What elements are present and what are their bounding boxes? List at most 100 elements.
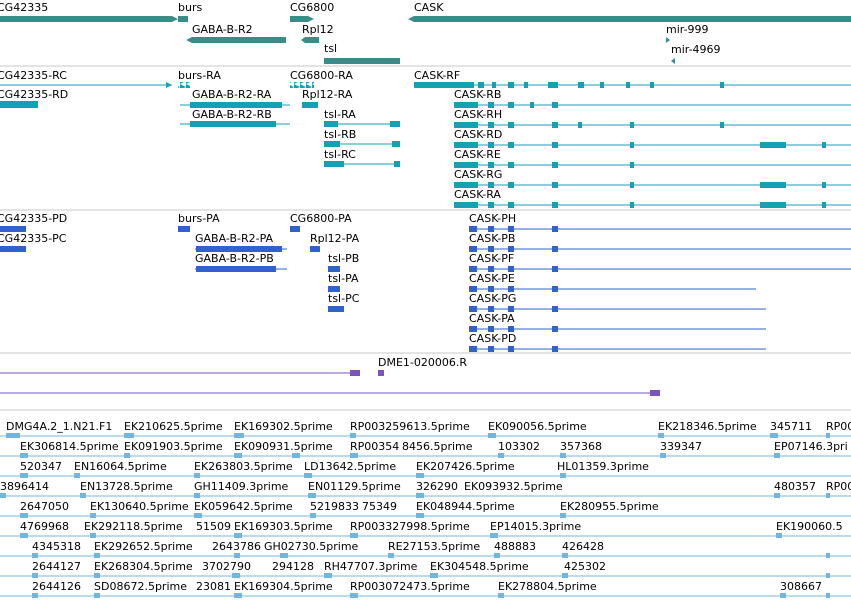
exon-block[interactable] bbox=[178, 82, 190, 88]
cdna-block[interactable] bbox=[378, 370, 384, 376]
est-label[interactable]: RP003072473.5prime bbox=[350, 580, 470, 593]
est-label[interactable]: 339347 bbox=[660, 440, 702, 453]
est-label[interactable]: 3702790 bbox=[202, 560, 251, 573]
est-label[interactable]: RP003327998.5prime bbox=[350, 520, 470, 533]
est-label[interactable]: RP003259613.5prime bbox=[350, 420, 470, 433]
gene-bar[interactable] bbox=[178, 16, 188, 22]
est-label[interactable]: EK280955.5prime bbox=[560, 500, 659, 513]
transcript-label[interactable]: tsl-RA bbox=[324, 108, 356, 121]
protein-label[interactable]: CASK-PH bbox=[469, 212, 516, 225]
est-label[interactable]: EK218346.5prime bbox=[658, 420, 757, 433]
gene-label[interactable]: CG6800 bbox=[290, 1, 334, 14]
est-label[interactable]: EK190060.5 bbox=[776, 520, 843, 533]
protein-features[interactable] bbox=[0, 226, 851, 352]
est-label[interactable]: EK090931.5prime bbox=[234, 440, 333, 453]
est-label[interactable]: 294128 bbox=[272, 560, 314, 573]
est-label[interactable]: HL01359.3prime bbox=[557, 460, 649, 473]
transcript-label[interactable]: GABA-B-R2-RA bbox=[192, 88, 272, 101]
est-label[interactable]: 51509 bbox=[196, 520, 231, 533]
est-label[interactable]: 326290 bbox=[416, 480, 458, 493]
est-label[interactable]: 425302 bbox=[564, 560, 606, 573]
est-label[interactable]: 8456.5prime bbox=[402, 440, 473, 453]
protein-label[interactable]: GABA-B-R2-PB bbox=[195, 252, 274, 265]
est-label[interactable]: 75349 bbox=[362, 500, 397, 513]
est-label[interactable]: EK263803.5prime bbox=[194, 460, 293, 473]
protein-label[interactable]: CASK-PA bbox=[469, 312, 515, 325]
cdna-label[interactable]: DME1-020006.R bbox=[378, 356, 467, 369]
est-label[interactable]: EP07146.3pri bbox=[774, 440, 848, 453]
est-label[interactable]: GH02730.5prime bbox=[264, 540, 359, 553]
est-label[interactable]: EK278804.5prime bbox=[498, 580, 597, 593]
gene-label[interactable]: tsl bbox=[324, 42, 337, 55]
est-label[interactable]: EP14015.3prime bbox=[490, 520, 581, 533]
est-label[interactable]: EN01129.5prime bbox=[308, 480, 401, 493]
gene-bar[interactable] bbox=[414, 16, 851, 22]
gene-label[interactable]: mir-999 bbox=[666, 23, 709, 36]
transcript-label[interactable]: CG42335-RD bbox=[0, 88, 68, 101]
est-label[interactable]: 3896414 bbox=[0, 480, 49, 493]
transcript-label[interactable]: CG6800-RA bbox=[290, 69, 353, 82]
transcript-label[interactable]: CASK-RA bbox=[454, 188, 501, 201]
est-label[interactable]: RP00 bbox=[826, 480, 851, 493]
protein-label[interactable]: tsl-PC bbox=[328, 292, 360, 305]
gene-label[interactable]: Rpl12 bbox=[302, 23, 334, 36]
est-label[interactable]: EK048944.5prime bbox=[416, 500, 515, 513]
est-label[interactable]: RH47707.3prime bbox=[324, 560, 418, 573]
est-label[interactable]: EK169302.5prime bbox=[234, 420, 333, 433]
gene-bar[interactable] bbox=[324, 58, 400, 64]
transcript-label[interactable]: CASK-RH bbox=[454, 108, 502, 121]
est-label[interactable]: EK268304.5prime bbox=[94, 560, 193, 573]
protein-label[interactable]: burs-PA bbox=[178, 212, 220, 225]
transcript-label[interactable]: CASK-RF bbox=[414, 69, 460, 82]
gene-bar[interactable] bbox=[0, 16, 172, 22]
protein-label[interactable]: GABA-B-R2-PA bbox=[195, 232, 274, 245]
gene-bar[interactable] bbox=[192, 37, 286, 43]
protein-label[interactable]: tsl-PA bbox=[328, 272, 359, 285]
est-label[interactable]: 480357 bbox=[774, 480, 816, 493]
est-label[interactable]: EK292652.5prime bbox=[94, 540, 193, 553]
transcript-label[interactable]: burs-RA bbox=[178, 69, 221, 82]
protein-label[interactable]: CASK-PG bbox=[469, 292, 516, 305]
est-label[interactable]: 2643786 bbox=[212, 540, 261, 553]
protein-label[interactable]: CG42335-PD bbox=[0, 212, 67, 225]
gene-label[interactable]: GABA-B-R2 bbox=[192, 23, 253, 36]
exon-block[interactable] bbox=[302, 102, 318, 108]
est-label[interactable]: 103302 bbox=[498, 440, 540, 453]
est-label[interactable]: EK059642.5prime bbox=[194, 500, 293, 513]
transcript-label[interactable]: tsl-RC bbox=[324, 148, 356, 161]
gene-label[interactable]: CG42335 bbox=[0, 1, 48, 14]
est-label[interactable]: LD13642.5prime bbox=[304, 460, 396, 473]
est-label[interactable]: EK207426.5prime bbox=[416, 460, 515, 473]
exon-block[interactable] bbox=[392, 141, 400, 147]
exon-block[interactable] bbox=[324, 161, 344, 167]
est-label[interactable]: 308667 bbox=[780, 580, 822, 593]
est-label[interactable]: 520347 bbox=[20, 460, 62, 473]
est-label[interactable]: 4769968 bbox=[20, 520, 69, 533]
exon-block[interactable] bbox=[414, 82, 474, 88]
est-label[interactable]: EK090056.5prime bbox=[488, 420, 587, 433]
gene-label[interactable]: mir-4969 bbox=[671, 43, 721, 56]
transcript-label[interactable]: CASK-RE bbox=[454, 148, 501, 161]
est-label[interactable]: EK210625.5prime bbox=[124, 420, 223, 433]
est-label[interactable]: EK169303.5prime bbox=[234, 520, 333, 533]
est-label[interactable]: DMG4A.2_1.N21.F1 bbox=[6, 420, 112, 433]
protein-label[interactable]: CASK-PF bbox=[469, 252, 514, 265]
protein-label[interactable]: CASK-PD bbox=[469, 332, 516, 345]
exon-block[interactable] bbox=[324, 121, 338, 127]
est-label[interactable]: EK130640.5prime bbox=[90, 500, 189, 513]
est-label[interactable]: 4345318 bbox=[32, 540, 81, 553]
est-label[interactable]: EK169304.5prime bbox=[234, 580, 333, 593]
est-label[interactable]: 2644126 bbox=[32, 580, 81, 593]
exon-block[interactable] bbox=[324, 141, 340, 147]
protein-label[interactable]: CG6800-PA bbox=[290, 212, 352, 225]
gene-label[interactable]: burs bbox=[178, 1, 202, 14]
est-label[interactable]: RP00354 bbox=[350, 440, 399, 453]
est-label[interactable]: EK292118.5prime bbox=[84, 520, 183, 533]
cask-exons[interactable] bbox=[454, 102, 826, 208]
est-label[interactable]: 357368 bbox=[560, 440, 602, 453]
est-label[interactable]: 23081 bbox=[196, 580, 231, 593]
protein-label[interactable]: Rpl12-PA bbox=[310, 232, 360, 245]
est-label[interactable]: 345711 bbox=[770, 420, 812, 433]
transcript-label[interactable]: tsl-RB bbox=[324, 128, 356, 141]
est-label[interactable]: RP00 bbox=[826, 420, 851, 433]
